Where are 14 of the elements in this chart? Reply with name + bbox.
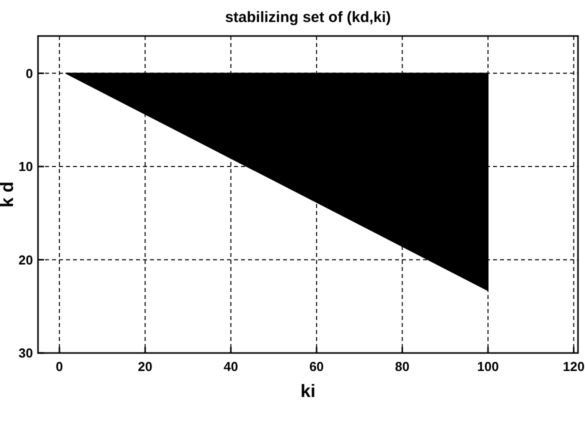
x-tick-label: 40	[224, 359, 238, 374]
y-tick-label: 20	[18, 252, 33, 268]
chart-title: stabilizing set of (kd,ki)	[225, 9, 391, 26]
y-tick-label: 10	[18, 159, 33, 174]
x-axis-title: ki	[300, 381, 316, 401]
y-tick-label: 30	[18, 346, 33, 361]
y-tick-label: 0	[26, 66, 33, 81]
x-tick-label: 80	[395, 359, 410, 374]
x-tick-label: 20	[138, 359, 152, 374]
x-tick-label: 100	[477, 359, 499, 374]
y-axis-title: k d	[0, 181, 17, 208]
x-tick-label: 60	[309, 359, 324, 374]
x-tick-label: 0	[56, 359, 64, 374]
x-tick-label: 120	[562, 359, 585, 374]
